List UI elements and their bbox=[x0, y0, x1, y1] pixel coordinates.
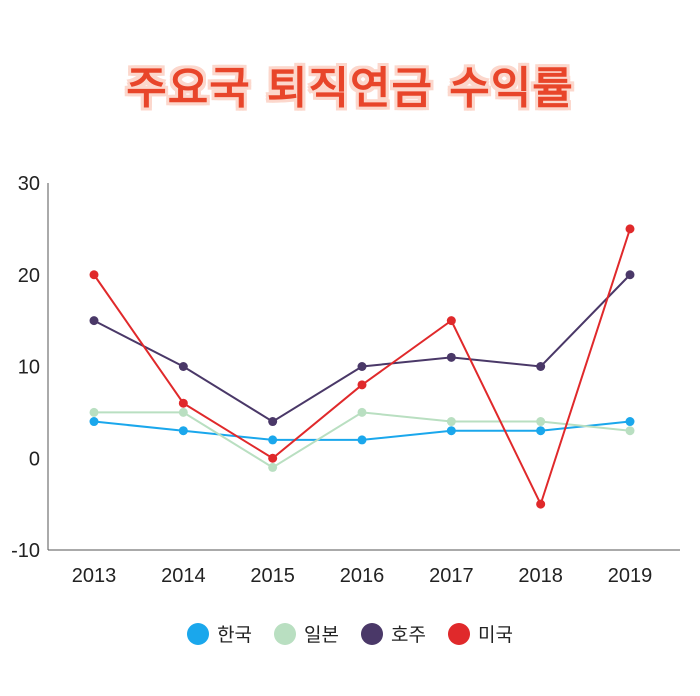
data-point bbox=[89, 407, 99, 417]
data-point bbox=[536, 426, 546, 436]
data-point bbox=[625, 417, 635, 427]
data-point bbox=[536, 417, 546, 427]
data-point bbox=[536, 499, 546, 509]
series-line-2 bbox=[93, 274, 631, 423]
data-point bbox=[357, 380, 367, 390]
data-point bbox=[89, 417, 99, 427]
data-point bbox=[268, 462, 278, 472]
chart-legend: 한국 일본 호주 미국 bbox=[0, 620, 700, 647]
series-points bbox=[89, 224, 635, 509]
legend-swatch bbox=[447, 622, 470, 645]
legend-swatch bbox=[274, 622, 297, 645]
y-tick-label: 30 bbox=[18, 173, 40, 195]
legend-item: 일본 bbox=[274, 620, 339, 647]
data-point bbox=[357, 362, 367, 371]
chart-axes bbox=[47, 183, 680, 551]
legend-label: 호주 bbox=[391, 624, 426, 646]
x-tick-label: 2018 bbox=[518, 565, 563, 587]
y-tick-label: -10 bbox=[11, 540, 40, 562]
x-tick-label: 2014 bbox=[161, 565, 206, 587]
x-tick-label: 2017 bbox=[429, 565, 474, 587]
data-point bbox=[89, 316, 99, 326]
legend-item: 미국 bbox=[447, 620, 513, 647]
data-point bbox=[268, 435, 278, 445]
data-point bbox=[357, 407, 367, 417]
data-point bbox=[178, 362, 188, 371]
x-tick-label: 2019 bbox=[608, 565, 653, 587]
data-point bbox=[89, 270, 99, 280]
legend-label: 한국 bbox=[217, 624, 253, 646]
data-point bbox=[268, 453, 278, 463]
x-tick-label: 2013 bbox=[72, 565, 117, 587]
data-point bbox=[178, 398, 188, 408]
legend-label: 미국 bbox=[477, 624, 513, 646]
data-point bbox=[178, 407, 188, 417]
x-tick-label: 2016 bbox=[340, 565, 385, 587]
chart-title: 주요국 퇴직연금 수익률 bbox=[126, 63, 574, 114]
data-point bbox=[536, 362, 546, 371]
y-tick-label: 10 bbox=[18, 357, 40, 379]
y-axis-ticks: 30 20 10 0 -10 bbox=[11, 173, 40, 562]
data-point bbox=[268, 417, 278, 427]
data-point bbox=[625, 426, 635, 436]
data-point bbox=[446, 316, 456, 326]
legend-item: 호주 bbox=[361, 620, 426, 647]
x-axis-ticks: 2013 2014 2015 2016 2017 2018 2019 bbox=[72, 565, 653, 587]
data-point bbox=[178, 426, 188, 436]
data-point bbox=[625, 224, 635, 234]
data-point bbox=[625, 270, 635, 280]
legend-item: 한국 bbox=[187, 620, 252, 647]
data-point bbox=[446, 426, 456, 436]
data-point bbox=[446, 352, 456, 362]
legend-swatch bbox=[187, 622, 210, 645]
data-point bbox=[446, 417, 456, 427]
data-point bbox=[357, 435, 367, 445]
y-tick-label: 20 bbox=[18, 265, 40, 287]
x-tick-label: 2015 bbox=[250, 565, 295, 587]
legend-label: 일본 bbox=[304, 624, 339, 646]
legend-swatch bbox=[361, 622, 383, 645]
y-tick-label: 0 bbox=[29, 448, 40, 470]
